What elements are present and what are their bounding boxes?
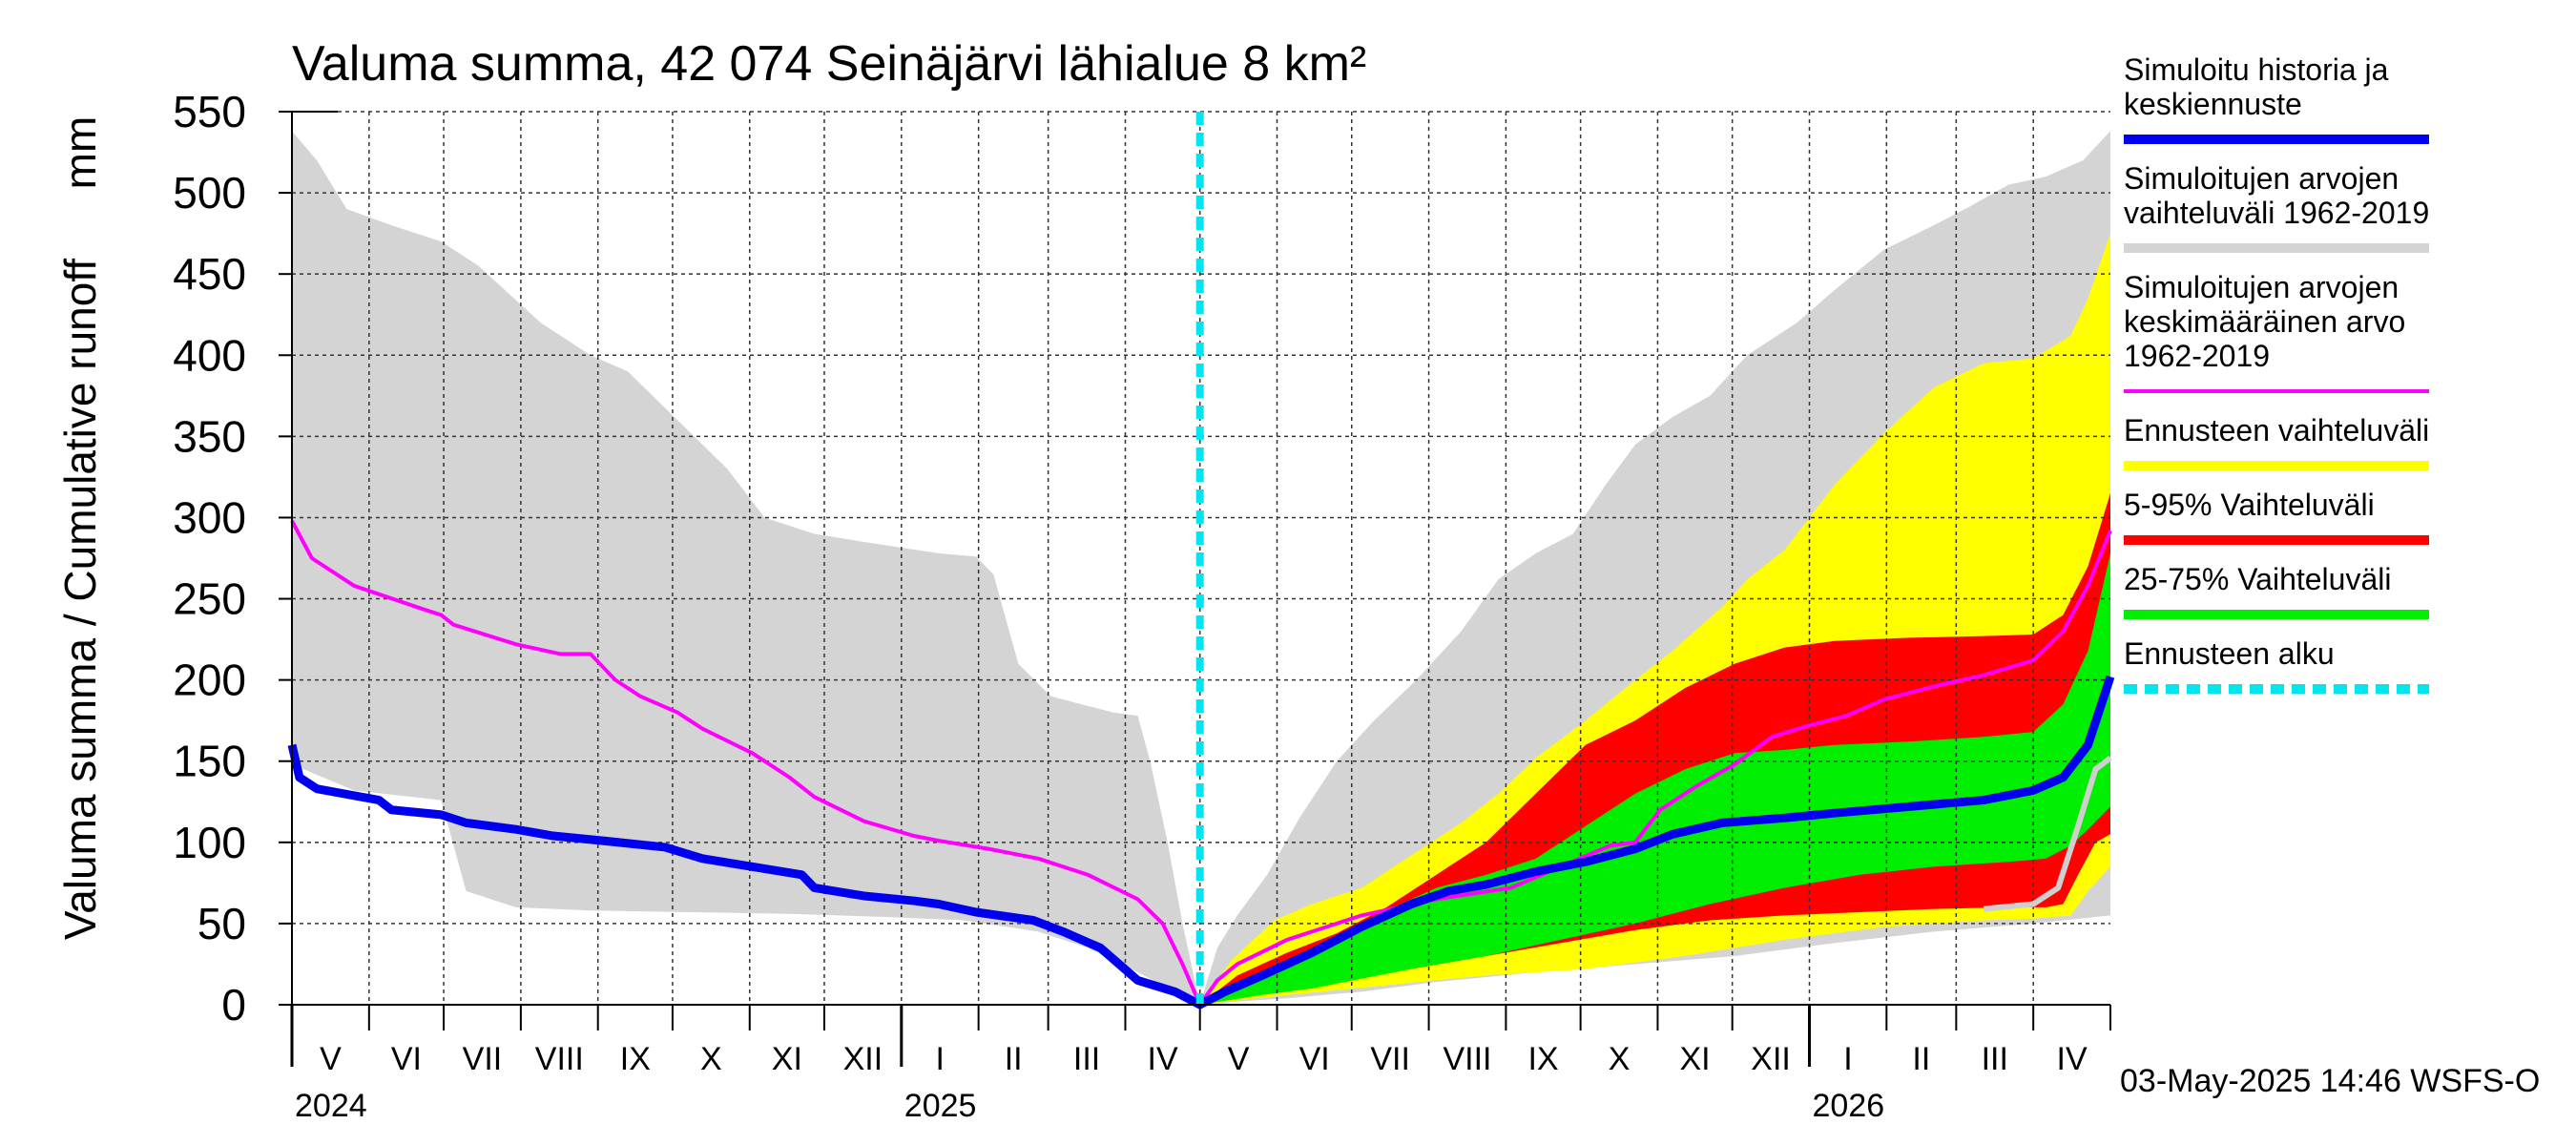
series-line-1: [290, 519, 2112, 1007]
month-label: VI: [1299, 1041, 1330, 1077]
legend-label-0: Simuloitu historia ja: [2124, 52, 2389, 87]
line-layer: [287, 112, 2115, 1010]
timestamp-footer: 03-May-2025 14:46 WSFS-O: [2120, 1063, 2540, 1099]
legend-label-5: 25-75% Vaihteluväli: [2124, 562, 2391, 596]
month-label: XI: [1680, 1041, 1711, 1077]
month-label: I: [935, 1041, 944, 1077]
month-label: III: [1982, 1041, 2008, 1077]
year-label: 2026: [1813, 1088, 1885, 1124]
legend-label-3: Ennusteen vaihteluväli: [2124, 413, 2429, 448]
year-label: 2024: [295, 1088, 367, 1124]
legend-label-0: keskiennuste: [2124, 87, 2302, 121]
y-tick-label: 500: [173, 168, 246, 218]
legend-label-1: Simuloitujen arvojen: [2124, 161, 2399, 196]
y-tick-label: 200: [173, 656, 246, 705]
y-tick-label: 0: [221, 980, 246, 1030]
legend-label-4: 5-95% Vaihteluväli: [2124, 488, 2375, 522]
month-label: V: [320, 1041, 342, 1077]
month-label: IX: [1527, 1041, 1558, 1077]
month-label: II: [1005, 1041, 1023, 1077]
month-label: VII: [463, 1041, 503, 1077]
series-line-0: [1983, 755, 2112, 912]
y-tick-label: 300: [173, 492, 246, 542]
year-label: 2025: [904, 1088, 977, 1124]
month-label: IV: [1148, 1041, 1178, 1077]
y-tick-label: 450: [173, 249, 246, 299]
y-tick-label: 550: [173, 87, 246, 136]
month-label: XII: [843, 1041, 883, 1077]
month-label: IX: [620, 1041, 651, 1077]
month-label: IV: [2057, 1041, 2088, 1077]
y-tick-label: 50: [197, 899, 246, 948]
legend-label-2: keskimääräinen arvo: [2124, 304, 2405, 339]
month-label: V: [1228, 1041, 1250, 1077]
y-tick-label: 100: [173, 818, 246, 867]
band-3: [1199, 552, 2110, 1005]
month-label: I: [1843, 1041, 1852, 1077]
y-tick-label: 250: [173, 574, 246, 624]
month-label: X: [700, 1041, 722, 1077]
month-label: XII: [1751, 1041, 1791, 1077]
month-label: XI: [772, 1041, 802, 1077]
y-axis-unit: mm: [55, 116, 105, 190]
month-label: II: [1912, 1041, 1930, 1077]
band-2: [1199, 492, 2110, 1005]
month-label: VIII: [1443, 1041, 1491, 1077]
y-tick-label: 400: [173, 330, 246, 380]
series-line-2: [287, 675, 2115, 1010]
month-label: III: [1073, 1041, 1100, 1077]
legend-label-2: 1962-2019: [2124, 339, 2270, 373]
chart-title: Valuma summa, 42 074 Seinäjärvi lähialue…: [292, 36, 1366, 92]
legend-label-1: vaihteluväli 1962-2019: [2124, 196, 2429, 230]
month-label: VII: [1370, 1041, 1410, 1077]
y-axis-label: Valuma summa / Cumulative runoff: [55, 259, 105, 940]
y-tick-label: 150: [173, 737, 246, 786]
month-label: VIII: [535, 1041, 584, 1077]
legend-label-6: Ennusteen alku: [2124, 636, 2335, 671]
month-label: VI: [391, 1041, 422, 1077]
y-tick-label: 350: [173, 411, 246, 461]
month-label: X: [1609, 1041, 1631, 1077]
legend-label-2: Simuloitujen arvojen: [2124, 270, 2399, 304]
